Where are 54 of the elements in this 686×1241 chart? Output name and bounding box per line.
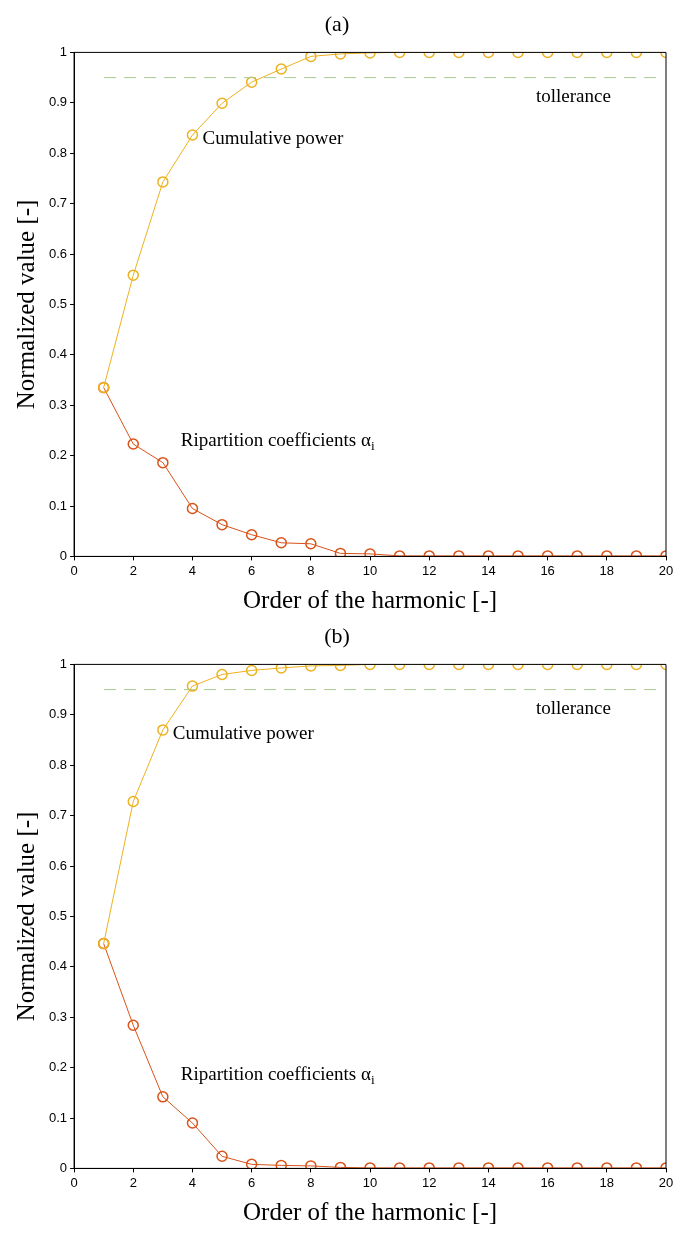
x-tick-label: 20	[658, 1174, 674, 1190]
y-tick-label: 1	[59, 655, 68, 671]
x-tick-label: 14	[481, 562, 496, 578]
x-tick-label: 16	[540, 562, 555, 578]
ref-line-label: tollerance	[536, 696, 611, 718]
x-tick-label: 6	[248, 1174, 256, 1190]
y-tick-label: 0.7	[48, 195, 68, 211]
x-tick-label: 4	[188, 1174, 197, 1190]
x-tick-label: 2	[129, 1174, 137, 1190]
x-tick-label: 20	[658, 562, 674, 578]
x-tick-label: 6	[248, 562, 256, 578]
chart-title: (b)	[324, 622, 350, 648]
y-tick-label: 0.9	[48, 94, 68, 110]
x-tick-label: 2	[129, 562, 137, 578]
x-axis-title: Order of the harmonic [-]	[243, 1197, 498, 1225]
x-tick-label: 4	[188, 562, 197, 578]
y-tick-label: 0	[59, 1159, 68, 1175]
y-tick-label: 0.4	[48, 346, 68, 362]
y-tick-label: 0.3	[48, 1008, 68, 1024]
y-axis-title: Normalized value [-]	[11, 199, 39, 410]
x-tick-label: 0	[70, 562, 78, 578]
annotation: Cumulative power	[172, 721, 315, 743]
chart-title: (a)	[324, 10, 350, 36]
y-tick-label: 0.6	[48, 245, 68, 261]
x-tick-label: 12	[421, 1174, 437, 1190]
x-tick-label: 0	[70, 1174, 78, 1190]
y-tick-label: 0.6	[48, 857, 68, 873]
y-tick-label: 0.2	[48, 1059, 68, 1075]
y-tick-label: 0.1	[48, 497, 68, 513]
y-axis-title: Normalized value [-]	[11, 811, 39, 1022]
y-tick-label: 0.2	[48, 447, 68, 463]
x-tick-label: 10	[362, 562, 378, 578]
y-tick-label: 0.5	[48, 295, 68, 311]
y-tick-label: 0.4	[48, 958, 68, 974]
ref-line-label: tollerance	[536, 84, 611, 106]
y-tick-label: 0.8	[48, 756, 68, 772]
y-tick-label: 0.1	[48, 1109, 68, 1125]
y-tick-label: 0.7	[48, 807, 68, 823]
y-tick-label: 0.5	[48, 907, 68, 923]
x-tick-label: 8	[307, 1174, 315, 1190]
x-tick-label: 12	[421, 562, 437, 578]
x-tick-label: 18	[599, 562, 615, 578]
y-tick-label: 0.3	[48, 396, 68, 412]
x-axis-title: Order of the harmonic [-]	[243, 585, 498, 613]
x-tick-label: 10	[362, 1174, 378, 1190]
x-tick-label: 16	[540, 1174, 555, 1190]
y-tick-label: 1	[59, 43, 68, 59]
x-tick-label: 8	[307, 562, 315, 578]
annotation: Cumulative power	[202, 127, 345, 149]
x-tick-label: 14	[481, 1174, 496, 1190]
y-tick-label: 0.8	[48, 144, 68, 160]
x-tick-label: 18	[599, 1174, 615, 1190]
y-tick-label: 0	[59, 547, 68, 563]
y-tick-label: 0.9	[48, 706, 68, 722]
